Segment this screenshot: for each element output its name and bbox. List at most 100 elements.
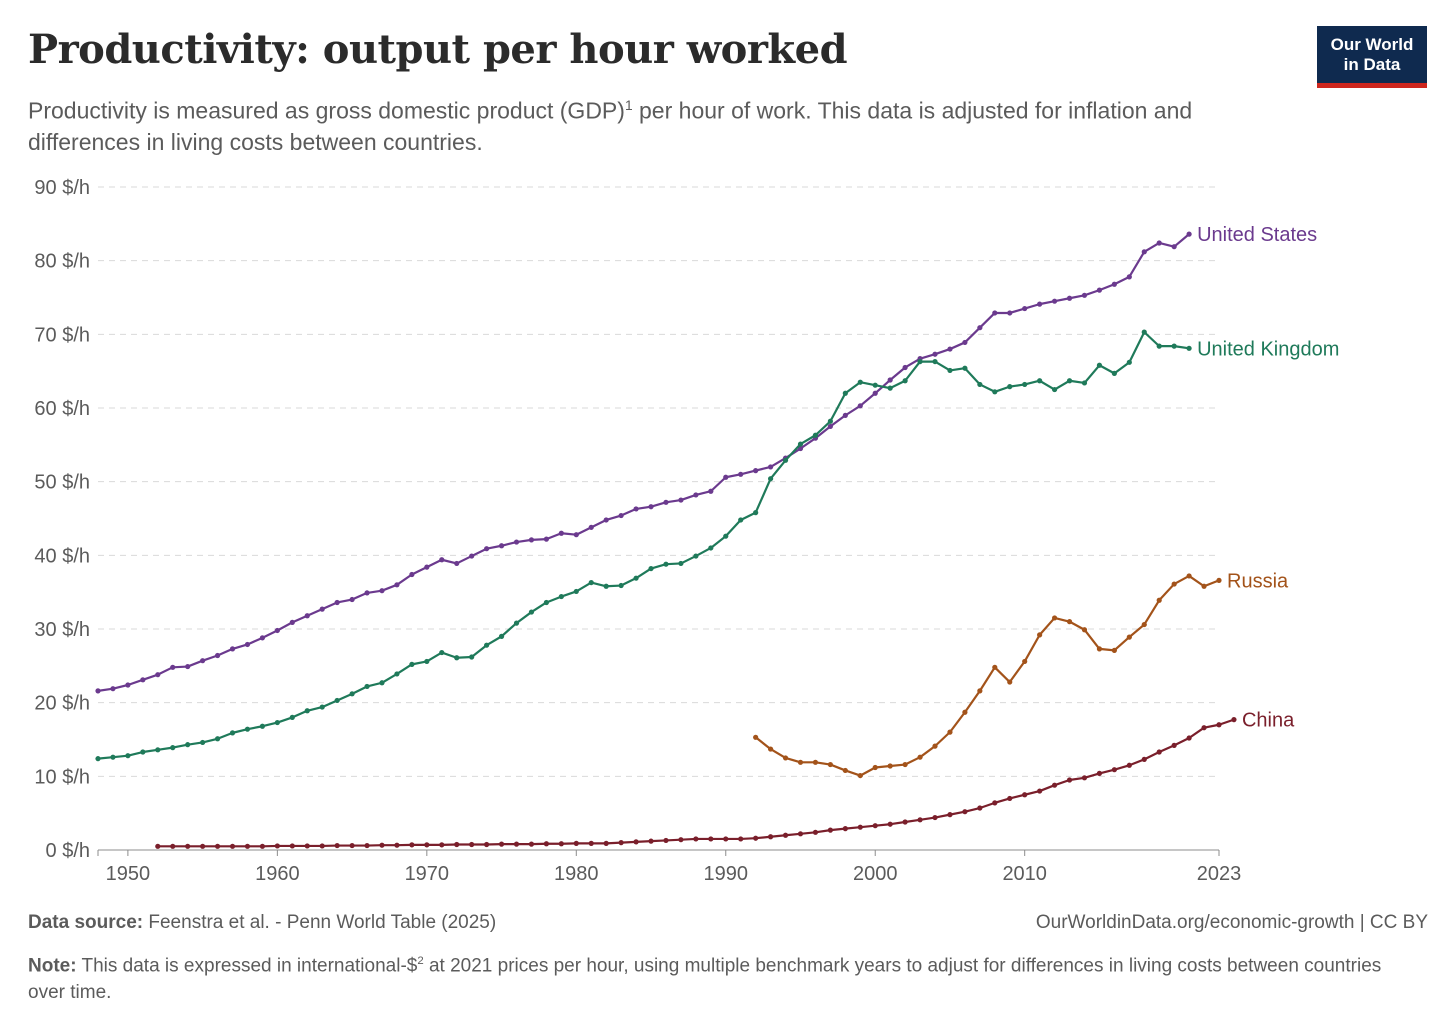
note-label: Note:	[28, 955, 77, 977]
data-point	[588, 840, 594, 846]
data-point	[827, 761, 833, 768]
data-point	[1156, 240, 1162, 246]
y-axis: 0 $/h 10 $/h 20 $/h 30 $/h 40 $/h 50 $/h 60 $/…	[34, 177, 90, 862]
data-point	[992, 800, 998, 806]
data-point	[842, 826, 848, 832]
data-point	[708, 545, 714, 551]
data-point	[1022, 792, 1028, 798]
data-point	[140, 749, 146, 755]
data-point	[244, 641, 251, 648]
data-point	[1081, 775, 1088, 781]
data-point	[947, 729, 953, 735]
data-point	[454, 841, 460, 848]
data-point	[1186, 231, 1192, 237]
y-tick-label: 60 $/h	[34, 398, 90, 420]
data-point	[902, 761, 908, 768]
data-point	[842, 412, 848, 418]
data-point	[304, 613, 310, 619]
data-point	[797, 831, 804, 837]
data-point	[618, 582, 624, 589]
data-point	[1037, 378, 1043, 384]
data-point	[214, 736, 221, 742]
data-point	[1126, 359, 1132, 365]
series-label-united-kingdom: United Kingdom	[1197, 338, 1339, 360]
data-point	[1051, 782, 1058, 788]
y-tick-label: 0 $/h	[46, 840, 90, 862]
series-label-united-states: United States	[1197, 224, 1317, 246]
data-point	[857, 403, 863, 409]
data-point	[409, 661, 415, 667]
data-source: Data source: Feenstra et al. - Penn Worl…	[28, 912, 496, 934]
data-point	[738, 471, 744, 477]
data-point	[1007, 679, 1013, 685]
data-point	[469, 841, 475, 848]
data-point	[872, 390, 878, 396]
series-line	[97, 331, 1190, 760]
series-labels: United States United Kingdom Russia China	[1197, 224, 1339, 731]
data-point	[349, 691, 355, 697]
data-point	[1201, 725, 1207, 731]
series-russia	[753, 573, 1222, 779]
data-point	[334, 599, 340, 606]
data-point	[1156, 749, 1162, 755]
data-point	[259, 635, 266, 641]
logo-line-1: Our World	[1330, 34, 1414, 54]
data-point	[648, 504, 654, 510]
data-point	[872, 382, 878, 388]
data-point	[409, 571, 415, 578]
data-point	[95, 756, 101, 762]
data-point	[827, 827, 833, 833]
data-point	[319, 704, 325, 710]
data-point	[1141, 329, 1147, 335]
owid-logo[interactable]: Our World in Data	[1317, 26, 1427, 88]
data-point	[678, 560, 684, 567]
data-point	[842, 390, 848, 396]
data-point	[1156, 343, 1162, 349]
data-point	[1216, 722, 1222, 728]
y-tick-label: 10 $/h	[34, 766, 90, 788]
data-point	[185, 663, 191, 670]
data-point	[1111, 370, 1117, 376]
data-point	[633, 839, 639, 845]
data-point	[753, 734, 759, 740]
data-point	[155, 843, 161, 849]
x-tick-label: 2000	[853, 863, 898, 885]
footnote-marker-2: 2	[417, 955, 424, 967]
data-point	[812, 759, 819, 765]
data-point	[827, 423, 833, 430]
data-point	[513, 841, 520, 847]
data-point	[424, 564, 430, 570]
data-point	[902, 819, 908, 825]
data-point	[1022, 305, 1028, 312]
data-point	[364, 842, 370, 849]
data-point	[200, 739, 206, 746]
data-point	[588, 524, 594, 530]
data-point	[932, 351, 938, 357]
data-point	[498, 841, 505, 847]
data-point	[887, 821, 893, 827]
data-point	[1081, 380, 1088, 386]
data-point	[1066, 619, 1073, 625]
data-point	[454, 560, 460, 567]
data-point	[768, 746, 774, 752]
gridlines	[98, 186, 1219, 777]
data-point	[379, 680, 385, 686]
data-point	[439, 649, 445, 656]
data-point	[304, 843, 310, 849]
data-point	[289, 714, 295, 721]
data-point	[409, 842, 415, 848]
data-point	[1051, 615, 1058, 621]
data-point	[753, 835, 759, 841]
data-point	[185, 843, 191, 849]
source-link[interactable]: OurWorldinData.org/economic-growth | CC …	[1035, 912, 1428, 933]
data-point	[543, 599, 550, 606]
data-point	[1081, 292, 1088, 298]
line-chart: 0 $/h 10 $/h 20 $/h 30 $/h 40 $/h 50 $/h 60 $/…	[34, 177, 1339, 885]
data-point	[992, 389, 998, 395]
data-point	[319, 843, 325, 849]
data-point	[274, 627, 280, 634]
data-point	[917, 817, 923, 823]
data-point	[1066, 295, 1073, 301]
series-line	[157, 718, 1235, 848]
chart-subtitle: Productivity is measured as gross domest…	[28, 90, 1278, 158]
